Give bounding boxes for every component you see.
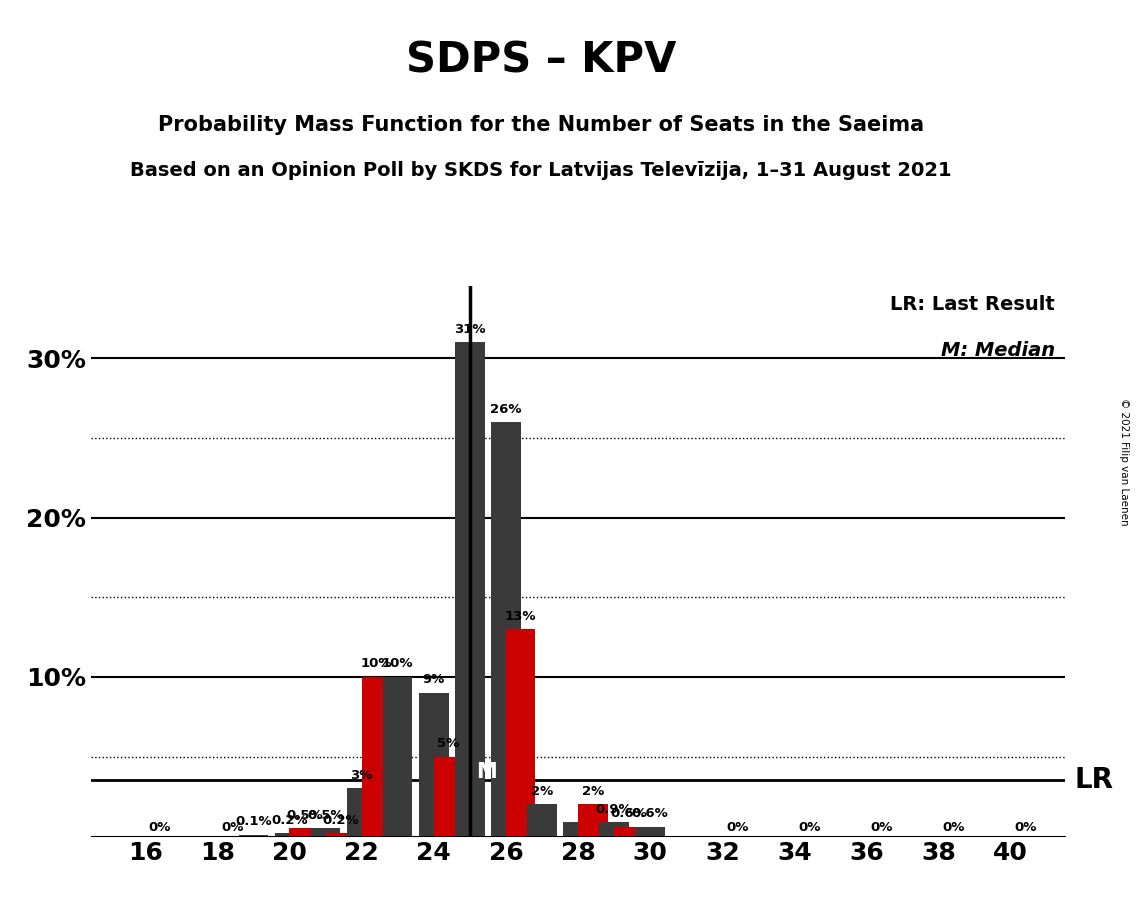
Bar	[311, 828, 341, 836]
Text: 0.6%: 0.6%	[611, 808, 647, 821]
Text: 0.5%: 0.5%	[308, 808, 344, 821]
Text: 0%: 0%	[726, 821, 748, 833]
Text: 5%: 5%	[437, 737, 460, 750]
Text: M: Median: M: Median	[941, 342, 1055, 360]
Bar	[274, 833, 304, 836]
Text: 0%: 0%	[798, 821, 820, 833]
Bar	[289, 828, 319, 836]
Text: LR: Last Result: LR: Last Result	[891, 295, 1055, 313]
Text: 2%: 2%	[531, 785, 554, 798]
Text: 0.1%: 0.1%	[235, 815, 272, 828]
Bar	[361, 677, 391, 836]
Bar	[577, 805, 607, 836]
Text: 0%: 0%	[942, 821, 965, 833]
Bar	[491, 422, 521, 836]
Text: 10%: 10%	[361, 658, 392, 671]
Bar	[636, 827, 665, 836]
Text: M: M	[476, 762, 497, 783]
Text: 0%: 0%	[870, 821, 893, 833]
Text: SDPS – KPV: SDPS – KPV	[405, 39, 677, 81]
Text: 31%: 31%	[454, 322, 485, 335]
Text: 0.2%: 0.2%	[322, 814, 359, 827]
Text: 0%: 0%	[221, 821, 244, 833]
Bar	[434, 757, 464, 836]
Bar	[239, 834, 268, 836]
Text: 2%: 2%	[582, 785, 604, 798]
Bar	[326, 833, 355, 836]
Bar	[506, 629, 535, 836]
Text: 0%: 0%	[1015, 821, 1036, 833]
Text: 9%: 9%	[423, 674, 445, 687]
Text: 3%: 3%	[351, 769, 372, 782]
Bar	[599, 821, 629, 836]
Text: 0.6%: 0.6%	[632, 808, 669, 821]
Bar	[383, 677, 412, 836]
Text: 26%: 26%	[490, 403, 522, 416]
Text: 0.2%: 0.2%	[271, 814, 308, 827]
Bar	[347, 788, 376, 836]
Text: 0%: 0%	[149, 821, 171, 833]
Text: 10%: 10%	[382, 658, 413, 671]
Text: Based on an Opinion Poll by SKDS for Latvijas Televīzija, 1–31 August 2021: Based on an Opinion Poll by SKDS for Lat…	[130, 162, 952, 180]
Text: 0.9%: 0.9%	[596, 803, 632, 816]
Text: Probability Mass Function for the Number of Seats in the Saeima: Probability Mass Function for the Number…	[158, 115, 924, 135]
Bar	[564, 821, 592, 836]
Text: 0.5%: 0.5%	[286, 808, 322, 821]
Bar	[419, 693, 449, 836]
Text: © 2021 Filip van Laenen: © 2021 Filip van Laenen	[1120, 398, 1129, 526]
Bar	[614, 827, 644, 836]
Text: LR: LR	[1075, 766, 1114, 795]
Bar	[527, 805, 557, 836]
Bar	[456, 342, 484, 836]
Text: 13%: 13%	[505, 610, 536, 623]
